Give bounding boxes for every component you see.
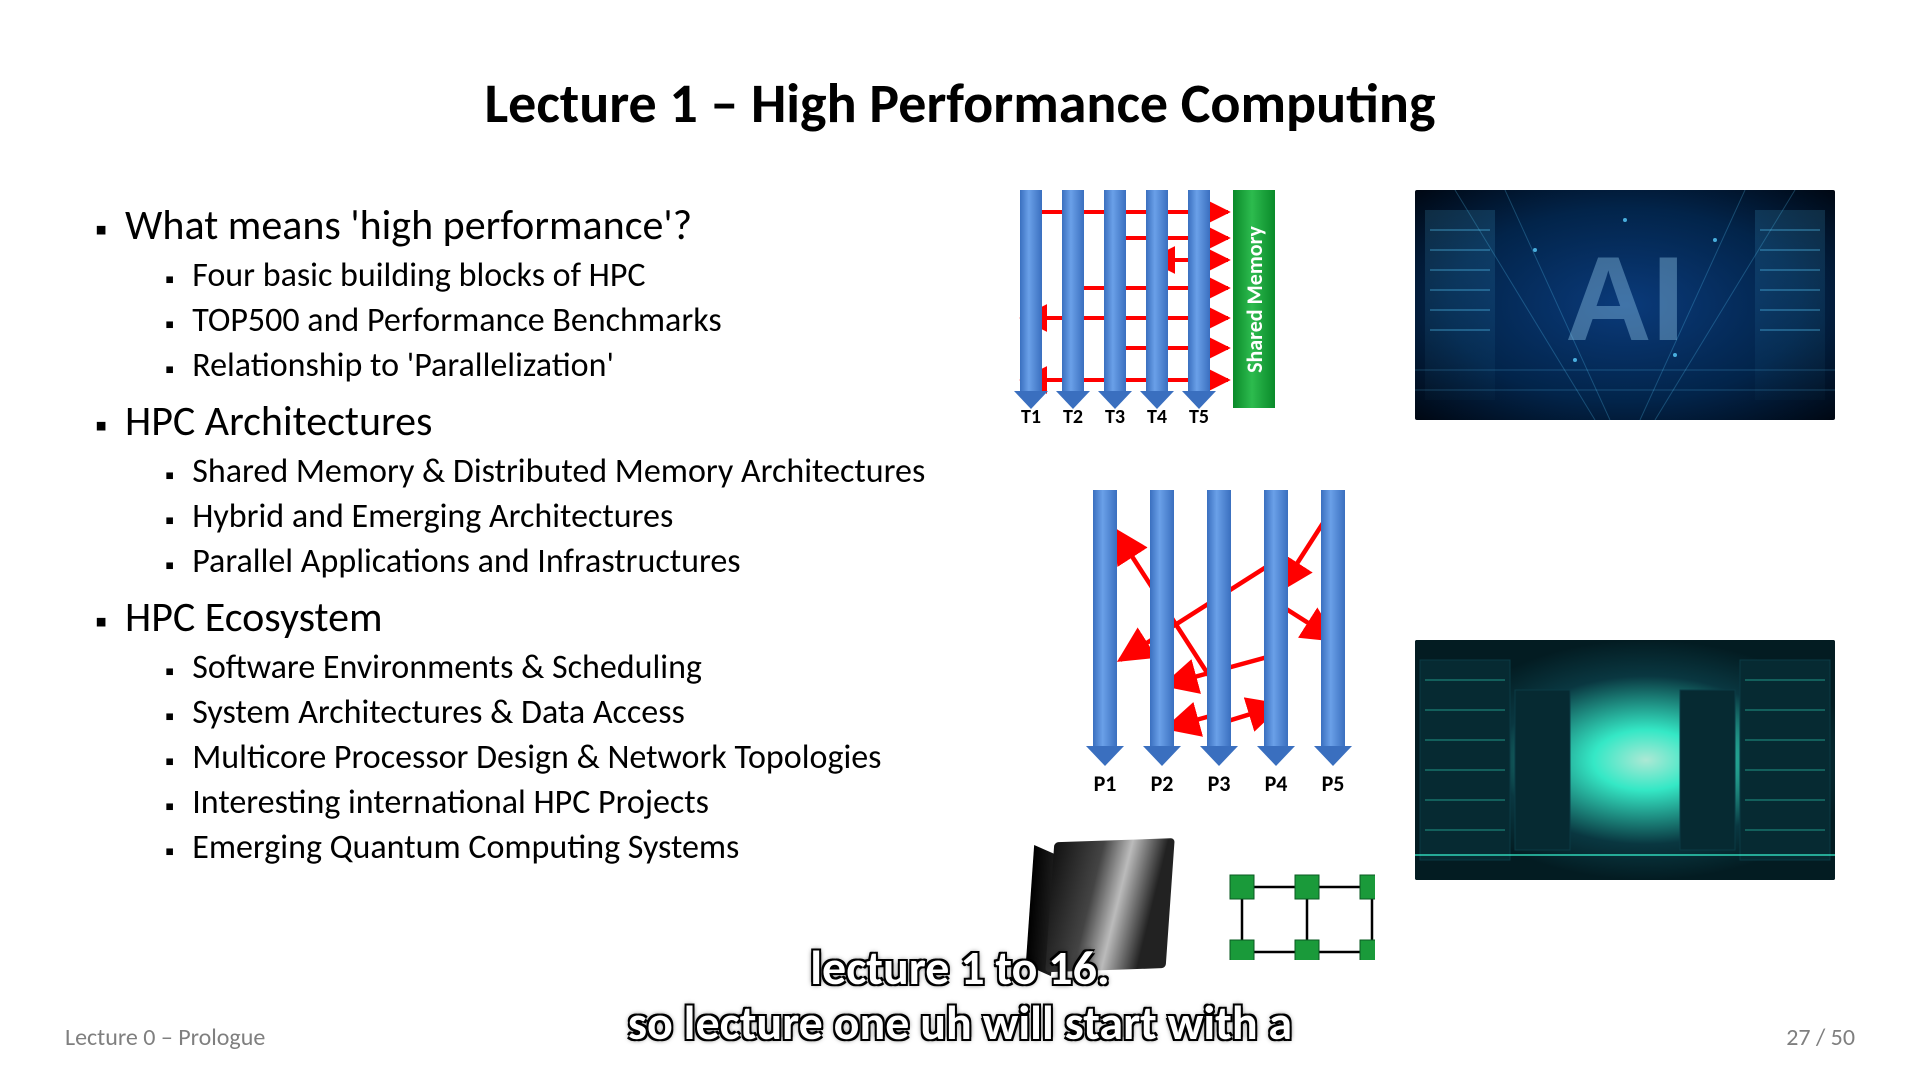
bullet-icon: ▪ [165,793,174,819]
process-column [1207,490,1231,750]
list-item-text: Hybrid and Emerging Architectures [192,496,673,537]
video-caption: lecture 1 to 16. so lecture one uh will … [410,940,1510,1050]
list-item: ▪ Emerging Quantum Computing Systems [165,827,1055,868]
page-number: 27 / 50 [1786,1023,1855,1052]
ai-overlay-text: AI [1565,232,1685,366]
bullet-icon: ▪ [165,658,174,684]
thread-column [1020,190,1042,395]
datacenter-glow-image [1415,640,1835,880]
list-item-text: System Architectures & Data Access [192,692,685,733]
thread-label: T4 [1137,405,1177,429]
list-item: ▪ Parallel Applications and Infrastructur… [165,541,1055,582]
list-item: ▪ TOP500 and Performance Benchmarks [165,300,1055,341]
list-item-text: Multicore Processor Design & Network Top… [192,737,881,778]
process-label: P2 [1140,770,1184,797]
distributed-diagram: P1 P2 P3 P4 P5 [1085,490,1365,800]
list-item: ▪ System Architectures & Data Access [165,692,1055,733]
bullet-icon: ▪ [95,606,107,640]
thread-column [1188,190,1210,395]
list-item-text: Parallel Applications and Infrastructure… [192,541,740,582]
thread-label: T5 [1179,405,1219,429]
thread-label: T1 [1011,405,1051,429]
thread-column [1104,190,1126,395]
list-item: ▪ Software Environments & Scheduling [165,647,1055,688]
section-heading: HPC Ecosystem [125,592,383,643]
shared-memory-label: Shared Memory [1241,226,1268,373]
thread-label: T3 [1095,405,1135,429]
process-label: P5 [1311,770,1355,797]
list-item-text: Interesting international HPC Projects [192,782,709,823]
section-heading: What means 'high performance'? [125,200,692,251]
bullet-content: ▪ What means 'high performance'? ▪ Four bas… [95,200,1055,878]
bullet-icon: ▪ [95,214,107,248]
list-item: ▪ Relationship to 'Parallelization' [165,345,1055,386]
process-column [1264,490,1288,750]
list-item-text: Four basic building blocks of HPC [192,255,645,296]
bullet-icon: ▪ [165,356,174,382]
slide-title: Lecture 1 – High Performance Computing [0,70,1920,138]
shared-memory-block: Shared Memory [1233,190,1275,408]
ai-datacenter-image: AI [1415,190,1835,420]
list-item-text: TOP500 and Performance Benchmarks [192,300,721,341]
footer-left: Lecture 0 – Prologue [65,1023,265,1052]
process-column [1321,490,1345,750]
process-column [1093,490,1117,750]
process-label: P4 [1254,770,1298,797]
list-item: ▪ Four basic building blocks of HPC [165,255,1055,296]
list-item: ▪ Interesting international HPC Projects [165,782,1055,823]
bullet-icon: ▪ [165,552,174,578]
bullet-icon: ▪ [95,410,107,444]
process-label: P3 [1197,770,1241,797]
list-item-text: Software Environments & Scheduling [192,647,702,688]
bullet-icon: ▪ [165,462,174,488]
list-item: ▪ Multicore Processor Design & Network To… [165,737,1055,778]
bullet-icon: ▪ [165,311,174,337]
caption-line-2: so lecture one uh will start with a [410,995,1510,1050]
thread-column [1062,190,1084,395]
process-label: P1 [1083,770,1127,797]
bullet-icon: ▪ [165,838,174,864]
section-heading: HPC Architectures [125,396,432,447]
shared-memory-diagram: Shared Memory T1T2T3T4T5 [1010,190,1275,425]
slide: Lecture 1 – High Performance Computing ▪… [0,0,1920,1080]
bullet-icon: ▪ [165,703,174,729]
thread-label: T2 [1053,405,1093,429]
list-item-text: Emerging Quantum Computing Systems [192,827,739,868]
bullet-icon: ▪ [165,748,174,774]
caption-line-1: lecture 1 to 16. [410,940,1510,995]
list-item-text: Shared Memory & Distributed Memory Archi… [192,451,925,492]
bullet-icon: ▪ [165,266,174,292]
bullet-icon: ▪ [165,507,174,533]
list-item: ▪ Shared Memory & Distributed Memory Arch… [165,451,1055,492]
list-item: ▪ Hybrid and Emerging Architectures [165,496,1055,537]
thread-column [1146,190,1168,395]
list-item-text: Relationship to 'Parallelization' [192,345,614,386]
section-0: ▪ What means 'high performance'? ▪ Four bas… [95,200,1055,390]
process-column [1150,490,1174,750]
section-2: ▪ HPC Ecosystem ▪ Software Environments & S… [95,592,1055,872]
section-1: ▪ HPC Architectures ▪ Shared Memory & Distr… [95,396,1055,586]
